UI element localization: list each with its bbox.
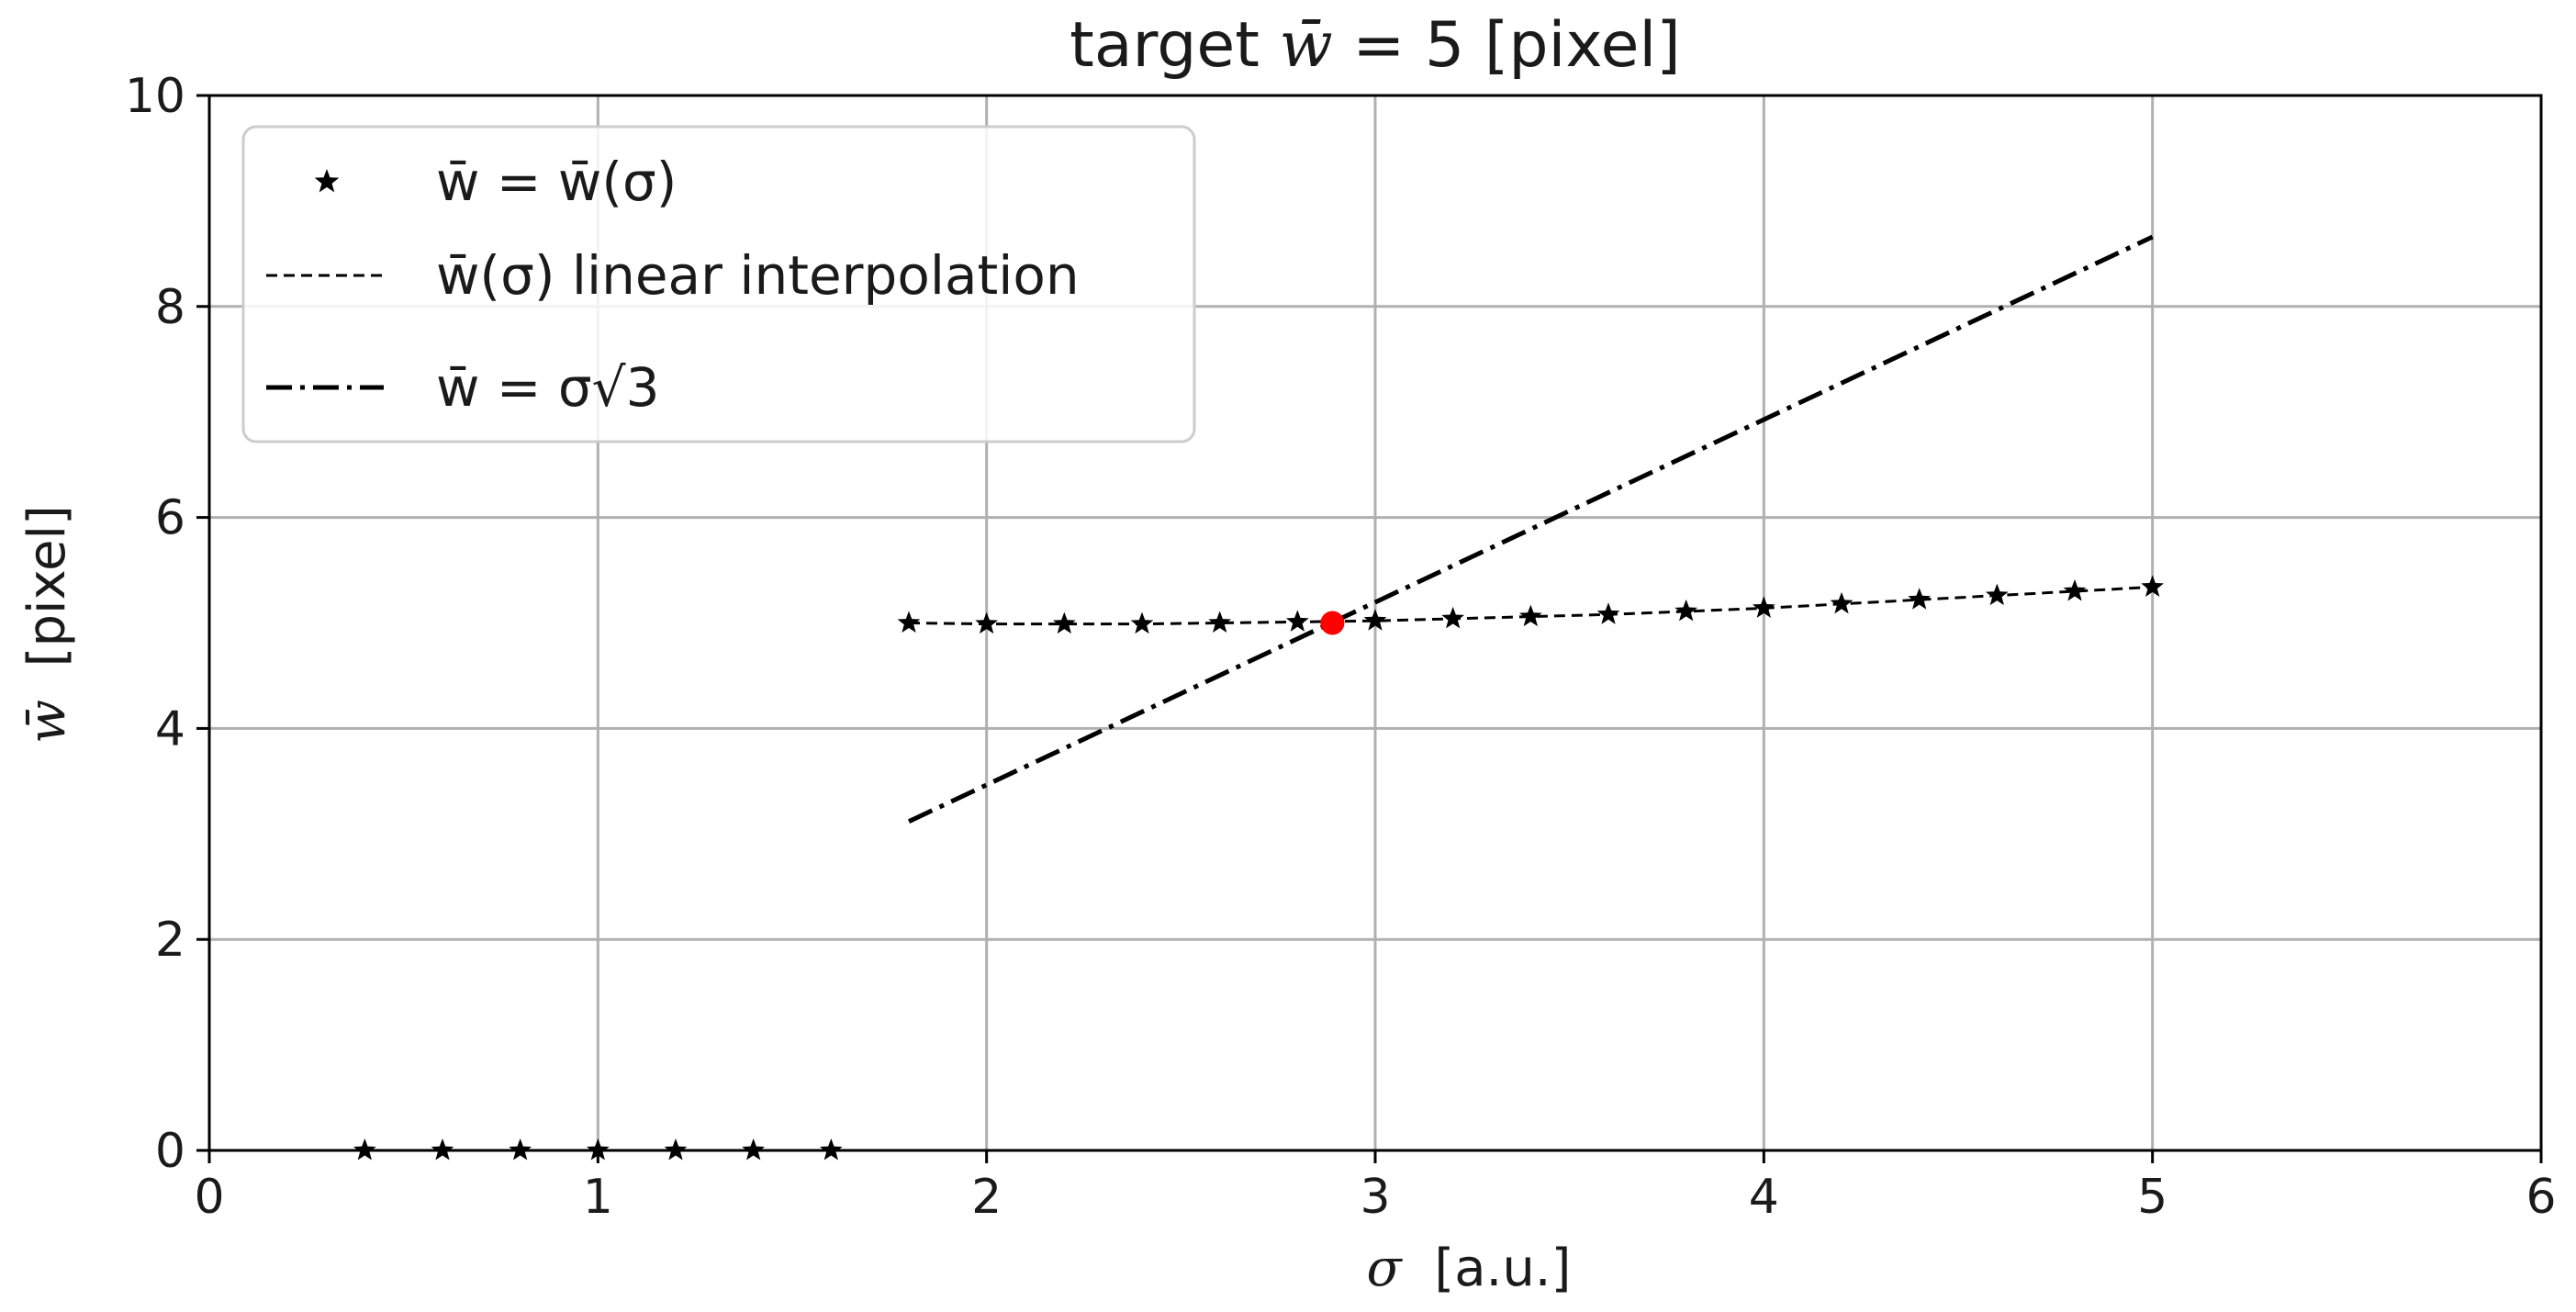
x-tick-label: 4	[1749, 1170, 1779, 1225]
y-tick-label: 0	[155, 1124, 185, 1179]
data-point-star	[975, 611, 999, 634]
data-point-star	[1674, 599, 1698, 622]
title-prefix: target	[1070, 9, 1279, 82]
data-point-star	[1052, 611, 1076, 634]
chart-title: target w̄ = 5 [pixel]	[1070, 9, 1681, 82]
data-point-star	[1518, 604, 1542, 627]
data-point-star	[1596, 602, 1620, 624]
y-tick-label: 6	[155, 491, 185, 546]
x-tick-label: 1	[583, 1170, 613, 1225]
y-axis-label: w̄ [pixel]	[17, 505, 77, 744]
legend-label: w̄(σ) linear interpolation	[436, 244, 1080, 307]
data-point-star	[1363, 609, 1387, 631]
legend-entries: w̄ = w̄(σ) w̄(σ) linear interpolation w̄ =…	[266, 151, 1080, 419]
x-axis-label: σ [a.u.]	[1367, 1239, 1572, 1298]
data-point-star	[897, 611, 921, 634]
y-tick-label: 8	[155, 280, 185, 335]
legend-marker-star	[314, 169, 340, 193]
series-line	[907, 234, 2154, 824]
data-point-star	[2141, 575, 2165, 597]
series-line	[908, 585, 2153, 626]
x-tick-label: 6	[2526, 1170, 2556, 1225]
y-axis-symbol: w̄	[17, 700, 77, 744]
data-point-star	[1985, 583, 2009, 606]
title-suffix: = 5 [pixel]	[1333, 9, 1681, 82]
title-symbol: w̄	[1280, 9, 1333, 82]
data-point-star	[1130, 611, 1154, 634]
x-tick-label: 3	[1360, 1170, 1390, 1225]
y-tick-label: 10	[125, 69, 185, 124]
data-point-star	[1830, 591, 1854, 614]
intersection-point	[1320, 611, 1345, 635]
data-point-star	[2063, 579, 2087, 601]
data-point-star	[1285, 610, 1309, 632]
data-point-star	[1208, 611, 1232, 634]
legend-label: w̄ = w̄(σ)	[436, 151, 677, 213]
legend-box	[241, 125, 1196, 443]
x-axis-symbol: σ	[1367, 1239, 1404, 1298]
data-point-star	[1441, 606, 1465, 629]
y-tick-label: 2	[155, 913, 185, 968]
legend: w̄ = w̄(σ) w̄(σ) linear interpolation w̄ =…	[241, 125, 1196, 443]
x-axis-unit: [a.u.]	[1402, 1239, 1572, 1298]
ticks: 0 1 2 3 4 5 6 0 2 4 6 8 10	[125, 69, 2557, 1225]
x-tick-label: 0	[194, 1170, 224, 1225]
data-point-star	[1908, 588, 1932, 610]
data-point-star	[1752, 596, 1775, 618]
y-axis-unit: [pixel]	[17, 505, 77, 700]
x-tick-label: 2	[971, 1170, 1002, 1225]
legend-label: w̄ = σ√3	[436, 356, 660, 419]
x-tick-label: 5	[2137, 1170, 2167, 1225]
y-tick-label: 4	[155, 701, 185, 757]
